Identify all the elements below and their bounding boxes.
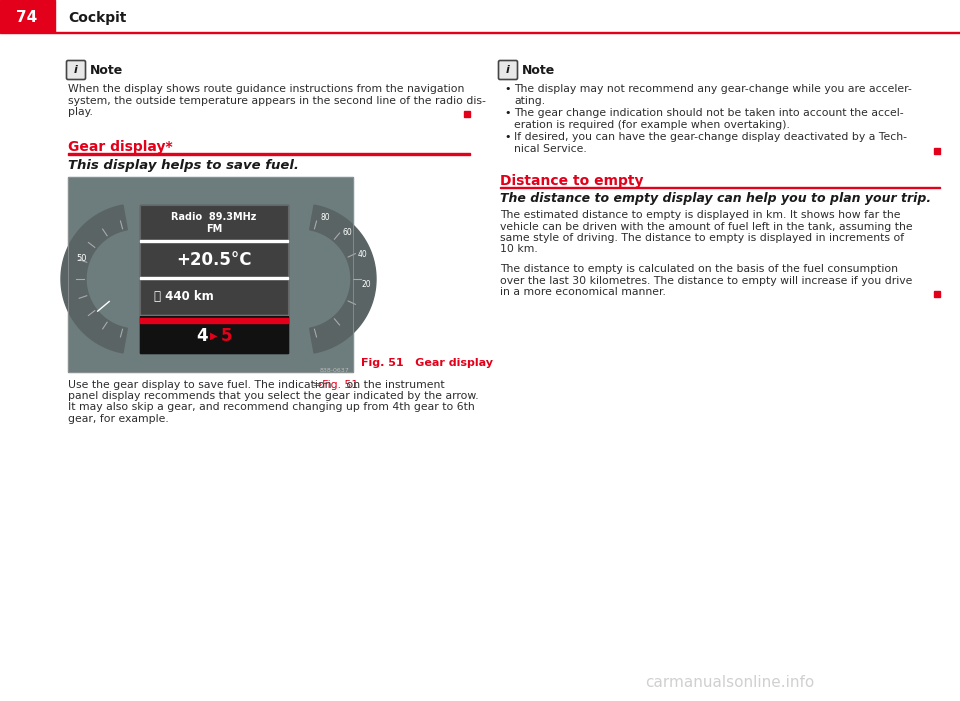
Text: Distance to empty: Distance to empty: [500, 174, 643, 188]
Text: The distance to empty is calculated on the basis of the fuel consumption: The distance to empty is calculated on t…: [500, 264, 898, 274]
Text: •: •: [504, 132, 511, 142]
Bar: [934, 148, 940, 154]
Text: play.: play.: [68, 107, 93, 117]
Text: Gear display*: Gear display*: [68, 140, 173, 154]
Text: The gear change indication should not be taken into account the accel-: The gear change indication should not be…: [514, 108, 903, 118]
Text: 50: 50: [76, 254, 86, 263]
Text: This display helps to save fuel.: This display helps to save fuel.: [68, 158, 299, 172]
Text: panel display recommends that you select the gear indicated by the arrow.: panel display recommends that you select…: [68, 391, 479, 401]
Bar: [140, 318, 288, 322]
Text: If desired, you can have the gear-change display deactivated by a Tech-: If desired, you can have the gear-change…: [514, 132, 907, 142]
Text: over the last 30 kilometres. The distance to empty will increase if you drive: over the last 30 kilometres. The distanc…: [500, 275, 912, 285]
Text: gear, for example.: gear, for example.: [68, 414, 169, 424]
Bar: [140, 205, 288, 353]
Text: same style of driving. The distance to empty is displayed in increments of: same style of driving. The distance to e…: [500, 233, 904, 243]
Text: Use the gear display to save fuel. The indication: Use the gear display to save fuel. The i…: [68, 379, 335, 390]
Text: FM: FM: [205, 224, 222, 233]
Bar: [68, 177, 353, 372]
Bar: [500, 186, 940, 188]
Bar: [68, 177, 353, 372]
Text: nical Service.: nical Service.: [514, 144, 587, 154]
Bar: [55, 32, 960, 33]
Text: in a more economical manner.: in a more economical manner.: [500, 287, 666, 297]
Text: 74: 74: [16, 11, 37, 25]
Text: 60: 60: [343, 228, 352, 237]
Text: 40: 40: [357, 250, 367, 259]
Text: i: i: [74, 65, 78, 75]
Bar: [464, 111, 470, 116]
Polygon shape: [310, 205, 376, 353]
Bar: [140, 315, 288, 353]
FancyBboxPatch shape: [66, 60, 85, 79]
Text: ⇒Fig. 51: ⇒Fig. 51: [313, 379, 358, 390]
Text: 20: 20: [362, 280, 372, 290]
Text: •: •: [504, 108, 511, 118]
Text: vehicle can be driven with the amount of fuel left in the tank, assuming the: vehicle can be driven with the amount of…: [500, 222, 913, 231]
Text: Cockpit: Cockpit: [68, 11, 127, 25]
Text: When the display shows route guidance instructions from the navigation: When the display shows route guidance in…: [68, 84, 465, 94]
FancyBboxPatch shape: [498, 60, 517, 79]
Text: The estimated distance to empty is displayed in km. It shows how far the: The estimated distance to empty is displ…: [500, 210, 900, 220]
Text: ating.: ating.: [514, 95, 545, 105]
Text: eration is required (for example when overtaking).: eration is required (for example when ov…: [514, 119, 790, 130]
Text: The distance to empty display can help you to plan your trip.: The distance to empty display can help y…: [500, 192, 931, 205]
Text: •: •: [504, 84, 511, 94]
Text: 5: 5: [221, 327, 232, 345]
Text: Radio  89.3MHz: Radio 89.3MHz: [171, 212, 256, 222]
Text: Note: Note: [90, 64, 123, 76]
Polygon shape: [61, 205, 128, 353]
Text: Fig. 51   Gear display: Fig. 51 Gear display: [361, 358, 493, 369]
Bar: [0, 0, 55, 33]
Text: i: i: [506, 65, 510, 75]
Text: The display may not recommend any gear-change while you are acceler-: The display may not recommend any gear-c…: [514, 84, 912, 94]
Bar: [140, 240, 288, 242]
Text: It may also skip a gear, and recommend changing up from 4th gear to 6th: It may also skip a gear, and recommend c…: [68, 402, 475, 412]
Text: ▶: ▶: [210, 331, 218, 341]
Bar: [934, 290, 940, 297]
Text: carmanualsonline.info: carmanualsonline.info: [645, 675, 815, 690]
Text: system, the outside temperature appears in the second line of the radio dis-: system, the outside temperature appears …: [68, 95, 486, 105]
Text: 838-0637: 838-0637: [320, 369, 349, 374]
Text: on the instrument: on the instrument: [343, 379, 444, 390]
Text: 4: 4: [196, 327, 207, 345]
Text: ⛽ 440 km: ⛽ 440 km: [154, 290, 214, 304]
Text: 80: 80: [321, 213, 330, 222]
Bar: [140, 205, 288, 353]
Text: 10 km.: 10 km.: [500, 245, 538, 254]
Text: +20.5°C: +20.5°C: [177, 251, 252, 269]
Text: Note: Note: [522, 64, 555, 76]
